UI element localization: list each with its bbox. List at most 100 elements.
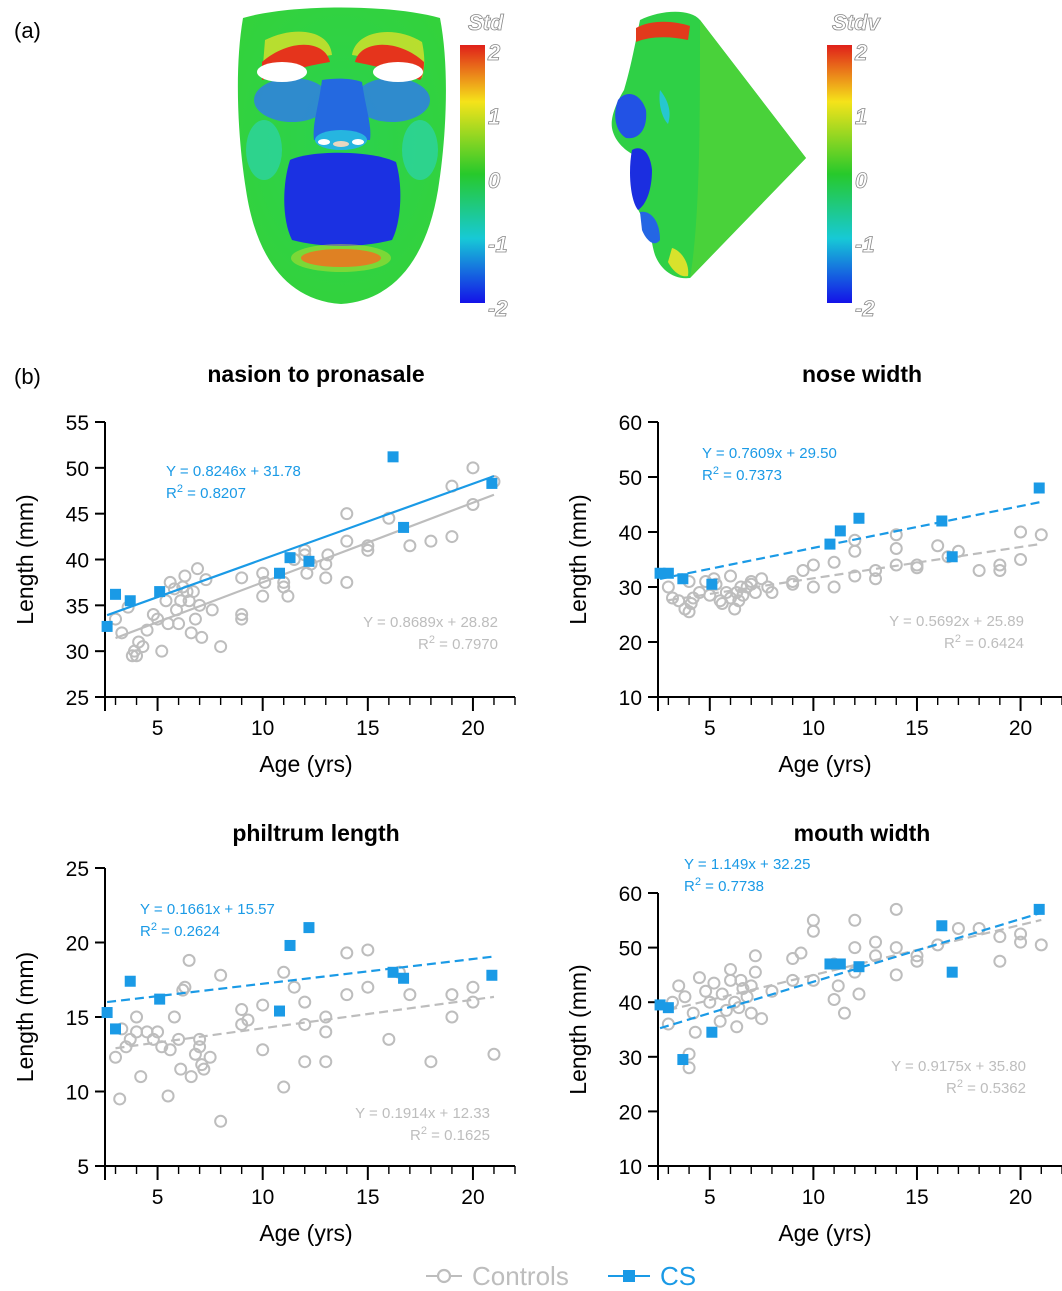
data-point-control xyxy=(910,561,924,575)
r-squared-label: R2 = 0.7373 xyxy=(702,465,782,484)
data-point-control xyxy=(382,1032,396,1046)
data-point-control xyxy=(765,984,779,998)
data-point-control xyxy=(188,612,202,626)
y-tick-label: 25 xyxy=(66,858,89,881)
data-point-control xyxy=(993,564,1007,577)
data-point-control xyxy=(163,575,177,589)
chart-title: mouth width xyxy=(794,820,931,846)
data-point-control xyxy=(159,594,173,608)
data-point-cs xyxy=(110,1023,122,1035)
data-point-control xyxy=(298,995,312,1009)
legend-item-controls: Controls xyxy=(426,1261,569,1291)
data-point-control xyxy=(684,597,698,610)
front-colorbar: Std 2 1 0 -1 -2 xyxy=(460,10,509,321)
x-tick-label: 20 xyxy=(461,1186,484,1209)
front-colorbar-tick: 2 xyxy=(487,40,501,65)
y-tick-label: 45 xyxy=(66,504,89,527)
data-point-control xyxy=(1014,525,1028,539)
y-tick-label: 40 xyxy=(619,522,642,545)
data-point-cs xyxy=(154,993,166,1005)
y-tick-label: 55 xyxy=(66,412,89,435)
equation-label: Y = 0.8689x + 28.82 xyxy=(363,614,498,631)
data-point-control xyxy=(193,598,207,612)
x-axis-label: Age (yrs) xyxy=(259,751,352,777)
front-colorbar-tick: 1 xyxy=(488,104,500,129)
data-point-control xyxy=(205,603,219,617)
chart-4: mouth width 5 10 15 20 10 20 30 40 50 60 Age (yrs) L… xyxy=(565,820,1062,1246)
data-point-cs xyxy=(387,451,399,463)
data-point-control xyxy=(115,626,129,640)
data-point-control xyxy=(140,1025,154,1039)
data-point-control xyxy=(319,1010,333,1024)
data-point-control xyxy=(109,612,123,626)
data-point-control xyxy=(713,1014,727,1028)
y-tick-label: 20 xyxy=(619,632,642,655)
data-point-control xyxy=(1014,935,1028,949)
data-point-control xyxy=(191,562,205,576)
trend-line xyxy=(659,911,1042,1030)
y-tick-label: 40 xyxy=(619,992,642,1015)
data-point-control xyxy=(277,1080,291,1094)
data-point-cs xyxy=(946,966,958,978)
data-point-cs xyxy=(706,578,718,590)
data-point-cs xyxy=(824,958,836,970)
y-tick-label: 50 xyxy=(619,938,642,961)
data-point-control xyxy=(195,1058,209,1072)
equation-label: Y = 0.9175x + 35.80 xyxy=(891,1058,1026,1075)
x-tick-label: 10 xyxy=(802,1186,825,1209)
front-colorbar-tick: -2 xyxy=(488,296,508,321)
y-tick-label: 25 xyxy=(66,687,89,710)
data-point-control xyxy=(682,605,696,619)
data-point-control xyxy=(786,577,800,591)
data-point-control xyxy=(1014,927,1028,941)
data-point-cs xyxy=(284,552,296,564)
data-point-control xyxy=(744,979,758,993)
data-point-control xyxy=(848,544,862,558)
data-point-control xyxy=(466,980,480,994)
data-point-control xyxy=(672,594,686,608)
data-point-control xyxy=(761,580,775,594)
data-point-control xyxy=(688,1025,702,1039)
series-cs: Y = 0.8246x + 31.78 R2 = 0.8207 xyxy=(101,451,498,632)
trend-line xyxy=(106,475,495,617)
data-point-control xyxy=(172,617,186,631)
data-point-cs xyxy=(936,515,948,527)
trend-line xyxy=(668,918,1042,1012)
data-point-control xyxy=(678,990,692,1004)
data-point-control xyxy=(235,612,249,626)
data-point-control xyxy=(732,594,746,608)
data-point-control xyxy=(258,575,272,589)
data-point-control xyxy=(755,1012,769,1026)
trend-line xyxy=(106,955,495,1004)
data-point-control xyxy=(235,1003,249,1017)
x-tick-label: 5 xyxy=(152,1186,164,1209)
data-point-control xyxy=(361,543,375,557)
series-cs: Y = 0.7609x + 29.50 R2 = 0.7373 xyxy=(654,445,1045,590)
data-point-control xyxy=(910,954,924,968)
x-tick-label: 20 xyxy=(461,717,484,740)
x-tick-label: 10 xyxy=(802,717,825,740)
equation-label: Y = 0.8246x + 31.78 xyxy=(166,463,301,480)
y-tick-label: 60 xyxy=(619,412,642,435)
x-tick-label: 10 xyxy=(251,1186,274,1209)
front-face-heatmap xyxy=(237,7,446,304)
data-point-control xyxy=(869,935,883,949)
data-point-cs xyxy=(834,525,846,537)
data-point-control xyxy=(466,498,480,511)
data-point-cs xyxy=(124,595,136,607)
data-point-cs xyxy=(274,1005,286,1017)
data-point-control xyxy=(109,1050,123,1064)
data-point-control xyxy=(151,1025,165,1039)
data-point-control xyxy=(403,539,417,553)
y-tick-label: 60 xyxy=(619,883,642,906)
data-point-cs xyxy=(398,521,410,533)
y-tick-label: 40 xyxy=(66,550,89,573)
series-controls: Y = 0.9175x + 35.80 R2 = 0.5362 xyxy=(661,902,1048,1097)
data-point-cs xyxy=(110,588,122,600)
data-point-control xyxy=(167,1010,181,1024)
data-point-control xyxy=(827,580,841,594)
x-tick-label: 15 xyxy=(905,717,928,740)
data-point-cs xyxy=(1033,482,1045,494)
equation-label: Y = 0.1661x + 15.57 xyxy=(140,901,275,918)
y-tick-label: 10 xyxy=(619,1156,642,1179)
